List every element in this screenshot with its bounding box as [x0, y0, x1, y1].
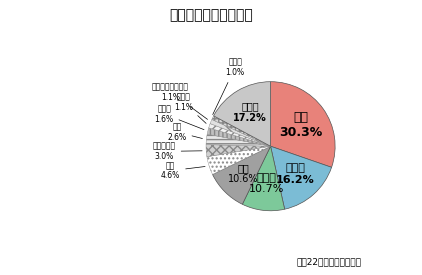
- Text: 慢性閉塞性肺疾患
1.1%: 慢性閉塞性肺疾患 1.1%: [152, 82, 208, 119]
- Text: 肝疾患
1.1%: 肝疾患 1.1%: [174, 93, 206, 123]
- Wedge shape: [206, 134, 271, 146]
- Wedge shape: [213, 146, 271, 204]
- Text: その他
17.2%: その他 17.2%: [233, 101, 267, 123]
- Wedge shape: [209, 123, 271, 146]
- Wedge shape: [271, 82, 335, 167]
- Wedge shape: [206, 145, 271, 157]
- Text: 不慮の事故
3.0%: 不慮の事故 3.0%: [152, 142, 202, 161]
- Wedge shape: [214, 82, 271, 146]
- Text: 本市の死因別死亡割合: 本市の死因別死亡割合: [169, 8, 253, 22]
- Text: 腎不全
1.6%: 腎不全 1.6%: [154, 104, 204, 130]
- Text: 肺炎
10.6%: 肺炎 10.6%: [228, 163, 258, 185]
- Text: 糖尿病
1.0%: 糖尿病 1.0%: [213, 58, 245, 115]
- Text: 老衰
4.6%: 老衰 4.6%: [161, 161, 205, 180]
- Text: 心臓病
16.2%: 心臓病 16.2%: [276, 163, 315, 185]
- Text: がん
30.3%: がん 30.3%: [279, 111, 323, 139]
- Wedge shape: [271, 146, 332, 209]
- Text: 脳卒中
10.7%: 脳卒中 10.7%: [249, 173, 284, 194]
- Text: 自殺
2.6%: 自殺 2.6%: [168, 122, 203, 142]
- Wedge shape: [207, 128, 271, 146]
- Wedge shape: [207, 146, 271, 174]
- Text: 平成22年　人口動態調査: 平成22年 人口動態調査: [297, 258, 362, 267]
- Wedge shape: [242, 146, 285, 211]
- Wedge shape: [210, 119, 271, 146]
- Wedge shape: [212, 116, 271, 146]
